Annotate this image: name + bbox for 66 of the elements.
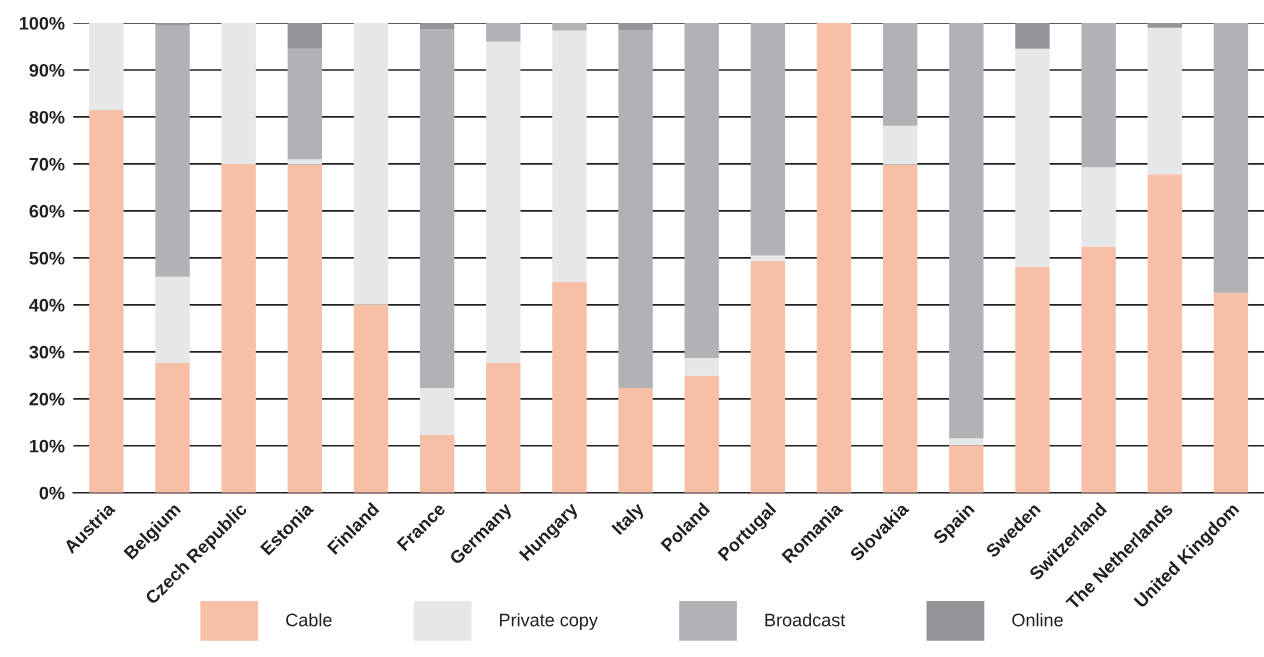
bar <box>750 260 786 493</box>
bar <box>419 29 455 388</box>
y-tick-label: 20% <box>29 392 65 406</box>
y-tick-label: 90% <box>29 63 65 77</box>
bar <box>1081 167 1116 247</box>
bar <box>89 109 124 493</box>
bar <box>287 48 323 160</box>
bar <box>882 22 918 126</box>
legend-label: Cable <box>286 613 332 627</box>
bar <box>486 22 521 42</box>
bar <box>1147 27 1182 175</box>
legend-label: Broadcast <box>765 613 846 627</box>
bar <box>1015 266 1050 493</box>
y-tick-label: 100% <box>19 16 65 30</box>
bar <box>1147 174 1182 493</box>
bar <box>419 434 455 493</box>
bar <box>882 164 918 493</box>
bar <box>353 22 389 305</box>
bar <box>287 164 323 493</box>
bar <box>684 22 719 358</box>
bar <box>1015 48 1050 267</box>
y-tick-label: 30% <box>29 345 65 359</box>
bar <box>618 30 653 388</box>
bar <box>155 22 190 26</box>
bar <box>486 41 521 364</box>
bar <box>419 387 455 435</box>
bar <box>353 304 389 493</box>
bar <box>684 375 719 493</box>
bar <box>750 255 786 261</box>
bar <box>419 22 455 30</box>
bar <box>750 22 786 256</box>
bar <box>882 125 918 165</box>
bar <box>552 30 587 282</box>
bar <box>155 276 190 364</box>
legend-label: Online <box>1012 613 1063 627</box>
bar <box>287 159 323 165</box>
bar <box>949 438 984 446</box>
y-tick-label: 0% <box>39 486 65 500</box>
bar <box>1081 22 1116 168</box>
bar <box>552 22 587 31</box>
bar <box>552 281 587 493</box>
y-tick-label: 50% <box>29 251 65 265</box>
bar <box>155 363 190 493</box>
bar <box>155 25 190 277</box>
bar <box>221 22 256 164</box>
bar <box>816 22 852 493</box>
bar <box>618 22 653 31</box>
bar <box>1015 22 1050 49</box>
y-tick-label: 60% <box>29 204 65 218</box>
y-tick-label: 40% <box>29 298 65 312</box>
bar <box>618 387 653 493</box>
bar <box>1213 22 1249 293</box>
y-tick-label: 80% <box>29 110 65 124</box>
y-tick-label: 70% <box>29 157 65 171</box>
legend-label: Private copy <box>500 613 598 630</box>
bar <box>221 163 256 493</box>
bar <box>949 22 984 439</box>
y-tick-label: 10% <box>29 439 65 453</box>
bar <box>287 22 323 49</box>
bar <box>1147 22 1182 28</box>
bar <box>1081 246 1116 493</box>
bar <box>89 22 124 110</box>
bar <box>1213 292 1249 493</box>
bar <box>949 445 984 493</box>
bar <box>486 363 521 493</box>
bar <box>684 357 719 376</box>
